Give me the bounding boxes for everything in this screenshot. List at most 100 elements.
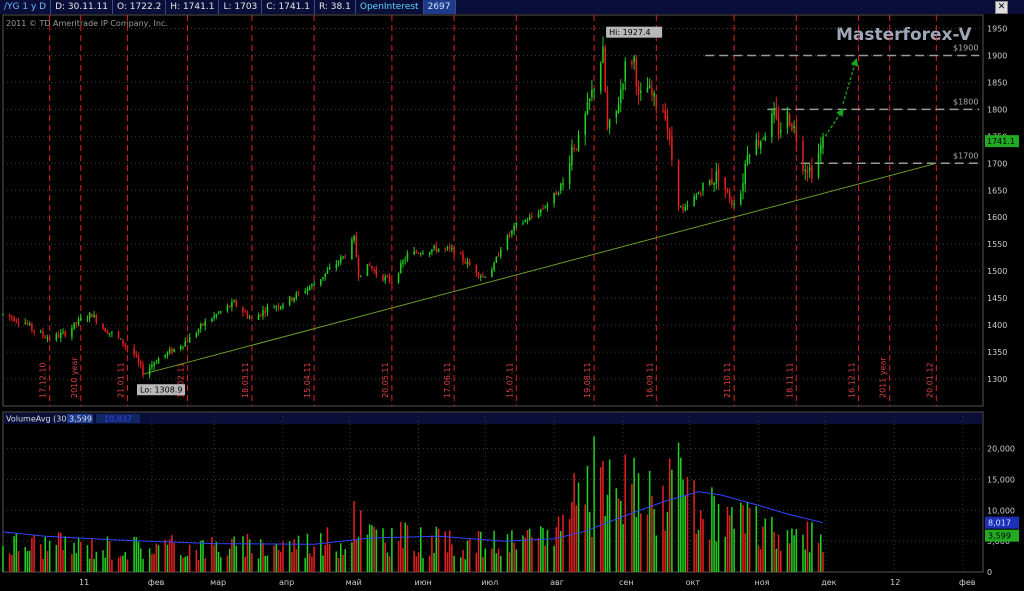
volume-bar (788, 543, 791, 572)
candle-body (524, 220, 526, 222)
candle-body (591, 89, 593, 98)
candle-body (577, 134, 580, 151)
volume-bar (586, 465, 589, 572)
volume-bar (817, 542, 820, 572)
candle-body (671, 136, 673, 161)
volume-bar (342, 554, 344, 572)
date-label: 18.03.11 (241, 362, 250, 398)
volume-bar (406, 525, 409, 572)
volume-bar (242, 536, 244, 572)
volume-bar (137, 541, 140, 572)
candle-body (446, 247, 449, 249)
volume-bar (508, 552, 511, 572)
candle-body (586, 102, 589, 115)
volume-bar (235, 545, 238, 572)
symbol-label[interactable]: /YG 1 y D (0, 0, 52, 14)
month-label: 12 (890, 578, 900, 587)
volume-bar (577, 482, 580, 572)
volume-bar (560, 531, 562, 572)
open-interest-label: OpenInterest (356, 0, 424, 14)
candle-body (526, 220, 529, 222)
close-icon[interactable]: ✕ (995, 1, 1008, 14)
candle-body (757, 140, 760, 146)
candle-body (213, 315, 215, 318)
volume-bar (133, 536, 135, 572)
candle-body (620, 89, 622, 103)
candle-body (428, 251, 431, 255)
candle-body (313, 284, 315, 286)
volume-y-tick-label: 0 (987, 568, 992, 577)
volume-bar (382, 528, 384, 572)
candle-body (153, 363, 155, 367)
candle-body (508, 234, 511, 236)
volume-bar (684, 495, 686, 572)
volume-bar (117, 557, 120, 572)
candle-body (197, 329, 200, 333)
volume-title-value-box (67, 414, 93, 423)
volume-bar (726, 506, 729, 572)
volume-bar (480, 531, 482, 572)
volume-bar (26, 551, 29, 572)
volume-bar (557, 516, 560, 572)
volume-bar (322, 555, 324, 572)
candle-body (360, 275, 362, 277)
candle-body (733, 203, 735, 205)
volume-bar (122, 555, 124, 572)
candle-body (235, 300, 238, 307)
volume-bar (124, 551, 126, 572)
volume-bar (695, 533, 698, 572)
candle-body (544, 207, 546, 209)
volume-bar (682, 479, 684, 572)
candle-body (593, 89, 595, 91)
candle-body (460, 252, 462, 255)
volume-bar (431, 535, 433, 572)
candle-body (764, 135, 766, 141)
volume-bar (148, 548, 151, 572)
volume-bar (680, 457, 682, 572)
candle-body (17, 322, 20, 324)
candle-body (226, 306, 229, 311)
current-avg-label: 8,017 (988, 519, 1011, 528)
candle-body (200, 324, 202, 329)
candle-body (215, 314, 218, 317)
candle-body (80, 317, 82, 321)
volume-bar (633, 457, 635, 572)
volume-bar (493, 530, 495, 572)
volume-bar (186, 555, 189, 572)
candle-body (786, 111, 789, 129)
volume-bar (448, 530, 451, 572)
date-label: 19.08.11 (583, 362, 592, 398)
volume-bar (126, 559, 129, 572)
candle-body (26, 322, 29, 325)
candle-body (724, 177, 726, 190)
volume-bar (422, 558, 424, 572)
volume-bar (293, 539, 295, 572)
candle-body (280, 306, 282, 309)
candle-body (204, 320, 206, 327)
candle-body (511, 230, 513, 235)
candle-body (111, 332, 113, 334)
candle-body (195, 333, 198, 338)
volume-bar (108, 541, 111, 572)
candle-body (715, 171, 718, 184)
candle-body (42, 331, 44, 336)
candle-body (617, 104, 620, 113)
candle-body (695, 195, 698, 198)
candle-body (60, 333, 62, 338)
candle-body (686, 204, 689, 206)
date-label: 16.09.11 (645, 362, 654, 398)
volume-bar (142, 558, 144, 572)
volume-title-value: 3,599 (69, 415, 92, 424)
volume-bar (420, 527, 422, 572)
volume-bar (204, 558, 206, 572)
volume-bar (93, 559, 95, 572)
candle-body (368, 264, 371, 266)
volume-bar (44, 536, 46, 572)
volume-bar (446, 552, 449, 572)
volume-bar (2, 545, 4, 572)
volume-bar (713, 496, 715, 572)
volume-bar (28, 550, 31, 572)
volume-bar (111, 559, 113, 572)
volume-bar (297, 535, 300, 572)
volume-bar (746, 501, 749, 572)
